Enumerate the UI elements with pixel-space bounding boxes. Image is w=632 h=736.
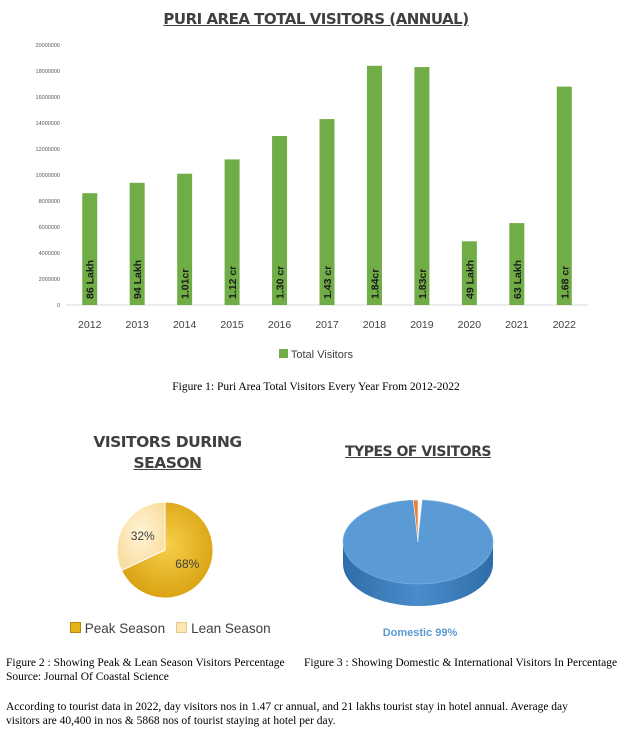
y-tick-label: 4000000 — [39, 251, 60, 257]
pie-data-label: 68% — [175, 557, 199, 571]
y-tick-label: 16000000 — [36, 95, 60, 101]
x-tick-label: 2018 — [363, 319, 387, 331]
bar-chart-legend: Total Visitors — [279, 349, 353, 361]
bar-data-label: 1.30 cr — [275, 266, 287, 299]
x-tick-label: 2021 — [505, 319, 529, 331]
bar — [272, 136, 288, 305]
season-pie-chart: 68% 32% — [116, 501, 214, 599]
legend-swatch-total-visitors — [279, 349, 288, 358]
y-tick-label: 0 — [57, 303, 60, 309]
x-tick-label: 2019 — [410, 319, 434, 331]
x-tick-label: 2014 — [173, 319, 197, 331]
y-tick-label: 6000000 — [39, 225, 60, 231]
y-tick-label: 14000000 — [36, 121, 60, 127]
body-paragraph: According to tourist data in 2022, day v… — [6, 700, 568, 728]
y-tick-label: 20000000 — [36, 43, 60, 49]
bar — [366, 65, 382, 305]
bar — [461, 241, 477, 305]
x-tick-label: 2013 — [126, 319, 150, 331]
y-tick-label: 10000000 — [36, 173, 60, 179]
season-pie-title-line2: SEASON — [133, 454, 202, 472]
legend-label-total-visitors: Total Visitors — [290, 349, 354, 361]
figure1-caption: Figure 1: Puri Area Total Visitors Every… — [172, 381, 460, 393]
x-tick-label: 2020 — [458, 319, 482, 331]
season-pie-legend: Peak Season Lean Season — [70, 621, 271, 636]
y-tick-label: 2000000 — [39, 277, 60, 283]
legend-swatch-peak-season — [70, 622, 81, 633]
body-line-2: visitors are 40,400 in nos & 5868 nos of… — [6, 715, 336, 727]
legend-label-lean-season: Lean Season — [191, 621, 271, 636]
bar-data-label: 63 Lakh — [512, 260, 524, 299]
y-tick-label: 12000000 — [36, 147, 60, 153]
legend-label-peak-season: Peak Season — [84, 621, 166, 636]
pie-side-wall — [343, 542, 493, 606]
pie-slice — [412, 499, 419, 543]
bar — [556, 86, 572, 305]
bar-data-label: 1.83cr — [417, 269, 429, 299]
pie-slice — [116, 501, 166, 572]
source-caption: Source: Journal Of Coastal Science — [6, 671, 169, 683]
bar-data-label: 1.43 cr — [322, 266, 334, 299]
x-tick-label: 2016 — [268, 319, 292, 331]
bar — [319, 119, 335, 305]
figure3-caption: Figure 3 : Showing Domestic & Internatio… — [304, 657, 618, 669]
bar-data-label: 86 Lakh — [85, 260, 97, 299]
pie-slice — [120, 501, 214, 599]
figure2-caption: Figure 2 : Showing Peak & Lean Season Vi… — [6, 657, 285, 669]
y-tick-label: 18000000 — [36, 69, 60, 75]
types-pie-title: TYPES OF VISITORS — [345, 444, 491, 460]
bar — [82, 193, 98, 305]
bar — [224, 159, 240, 305]
bar — [177, 173, 193, 305]
bar — [509, 223, 525, 305]
bar-data-label: 1.12 cr — [227, 266, 239, 299]
pie-data-label: 32% — [131, 529, 155, 543]
types-pie-chart: Domestic 99%International 1% — [342, 499, 494, 639]
x-tick-label: 2017 — [315, 319, 339, 331]
body-line-1: According to tourist data in 2022, day v… — [6, 701, 568, 713]
bar-data-label: 1.01cr — [180, 269, 192, 299]
y-tick-label: 8000000 — [39, 199, 60, 205]
bar-data-label: 49 Lakh — [464, 260, 476, 299]
x-tick-label: 2022 — [553, 319, 577, 331]
season-pie-title-line1: VISITORS DURING — [93, 433, 242, 451]
legend-swatch-lean-season — [176, 622, 188, 633]
bar-chart: 0 2000000 4000000 6000000 8000000 10000000 120… — [36, 43, 588, 331]
bar — [129, 182, 145, 305]
x-tick-label: 2015 — [220, 319, 244, 331]
bar — [414, 67, 430, 305]
bar-data-label: 1.68 cr — [559, 266, 571, 299]
bar-chart-title: PURI AREA TOTAL VISITORS (ANNUAL) — [163, 10, 469, 28]
season-pie-title: VISITORS DURING SEASON — [60, 432, 275, 474]
bar-data-label: 1.84cr — [369, 269, 381, 299]
pie-data-label: Domestic 99% — [383, 627, 458, 639]
bar-data-label: 94 Lakh — [132, 260, 144, 299]
x-tick-label: 2012 — [78, 319, 102, 331]
